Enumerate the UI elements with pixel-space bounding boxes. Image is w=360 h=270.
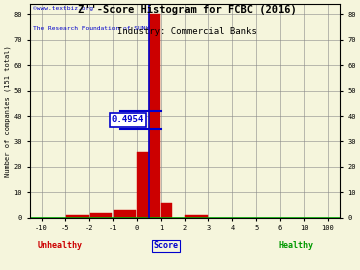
Bar (66, 215, 89, 218)
Text: Healthy: Healthy (279, 241, 314, 250)
Text: Score: Score (153, 241, 179, 250)
Text: Unhealthy: Unhealthy (38, 241, 83, 250)
Bar (137, 152, 149, 218)
Text: Industry: Commercial Banks: Industry: Commercial Banks (117, 27, 257, 36)
Bar (114, 210, 136, 218)
Y-axis label: Number of companies (151 total): Number of companies (151 total) (4, 45, 11, 177)
Text: The Research Foundation of SUNY: The Research Foundation of SUNY (33, 26, 149, 31)
Bar (90, 213, 112, 218)
Bar (161, 202, 172, 218)
Text: Z''-Score Histogram for FCBC (2016): Z''-Score Histogram for FCBC (2016) (78, 5, 297, 15)
Text: ©www.textbiz.org: ©www.textbiz.org (33, 6, 93, 11)
Bar (185, 215, 208, 218)
Bar (149, 14, 161, 218)
Text: 0.4954: 0.4954 (112, 115, 144, 124)
